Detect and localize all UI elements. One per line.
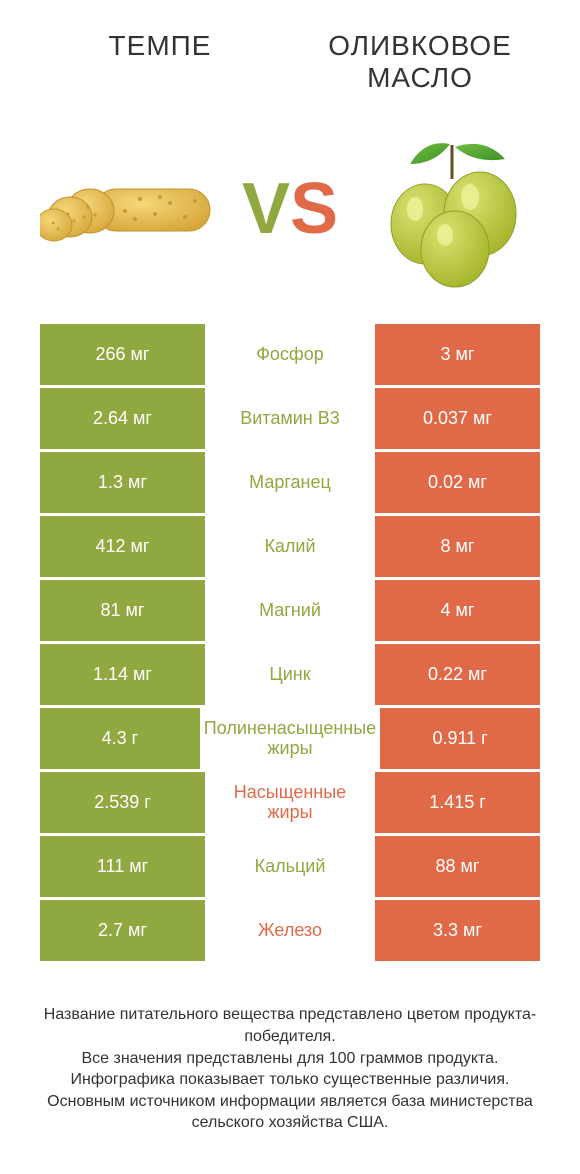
table-row: 4.3 гПолиненасыщенные жиры0.911 г	[40, 708, 540, 769]
cell-right-value: 8 мг	[375, 516, 540, 577]
right-title: ОЛИВКОВОЕ МАСЛО	[300, 30, 540, 94]
cell-left-value: 1.3 мг	[40, 452, 205, 513]
table-row: 1.3 мгМарганец0.02 мг	[40, 452, 540, 513]
footer-line: Инфографика показывает только существенн…	[20, 1069, 560, 1091]
cell-left-value: 111 мг	[40, 836, 205, 897]
table-row: 1.14 мгЦинк0.22 мг	[40, 644, 540, 705]
cell-right-value: 4 мг	[375, 580, 540, 641]
table-row: 412 мгКалий8 мг	[40, 516, 540, 577]
cell-right-value: 3.3 мг	[375, 900, 540, 961]
table-row: 81 мгМагний4 мг	[40, 580, 540, 641]
cell-nutrient-label: Марганец	[205, 452, 375, 513]
cell-nutrient-label: Кальций	[205, 836, 375, 897]
cell-right-value: 3 мг	[375, 324, 540, 385]
cell-right-value: 0.911 г	[380, 708, 540, 769]
cell-left-value: 412 мг	[40, 516, 205, 577]
footer-line: Все значения представлены для 100 граммо…	[20, 1048, 560, 1070]
tempeh-icon	[40, 129, 220, 289]
vs-label: VS	[242, 168, 338, 250]
cell-nutrient-label: Магний	[205, 580, 375, 641]
cell-right-value: 0.22 мг	[375, 644, 540, 705]
table-row: 2.7 мгЖелезо3.3 мг	[40, 900, 540, 961]
cell-left-value: 2.64 мг	[40, 388, 205, 449]
cell-left-value: 266 мг	[40, 324, 205, 385]
footer-line: Название питательного вещества представл…	[20, 1004, 560, 1047]
cell-right-value: 0.037 мг	[375, 388, 540, 449]
table-row: 2.539 гНасыщенные жиры1.415 г	[40, 772, 540, 833]
cell-left-value: 81 мг	[40, 580, 205, 641]
vs-v: V	[242, 168, 290, 250]
cell-nutrient-label: Полиненасыщенные жиры	[200, 708, 380, 769]
cell-left-value: 2.539 г	[40, 772, 205, 833]
cell-nutrient-label: Фосфор	[205, 324, 375, 385]
cell-nutrient-label: Цинк	[205, 644, 375, 705]
olives-icon	[360, 129, 540, 289]
footer: Название питательного вещества представл…	[0, 964, 580, 1134]
comparison-table: 266 мгФосфор3 мг2.64 мгВитамин B30.037 м…	[0, 324, 580, 961]
table-row: 2.64 мгВитамин B30.037 мг	[40, 388, 540, 449]
table-row: 266 мгФосфор3 мг	[40, 324, 540, 385]
cell-left-value: 1.14 мг	[40, 644, 205, 705]
images-row: VS	[0, 104, 580, 324]
cell-right-value: 88 мг	[375, 836, 540, 897]
cell-nutrient-label: Калий	[205, 516, 375, 577]
vs-s: S	[290, 168, 338, 250]
left-title: ТЕМПЕ	[40, 30, 280, 94]
cell-nutrient-label: Насыщенные жиры	[205, 772, 375, 833]
cell-nutrient-label: Витамин B3	[205, 388, 375, 449]
cell-nutrient-label: Железо	[205, 900, 375, 961]
cell-left-value: 4.3 г	[40, 708, 200, 769]
cell-left-value: 2.7 мг	[40, 900, 205, 961]
cell-right-value: 1.415 г	[375, 772, 540, 833]
header: ТЕМПЕ ОЛИВКОВОЕ МАСЛО	[0, 0, 580, 104]
cell-right-value: 0.02 мг	[375, 452, 540, 513]
footer-line: Основным источником информации является …	[20, 1091, 560, 1134]
table-row: 111 мгКальций88 мг	[40, 836, 540, 897]
